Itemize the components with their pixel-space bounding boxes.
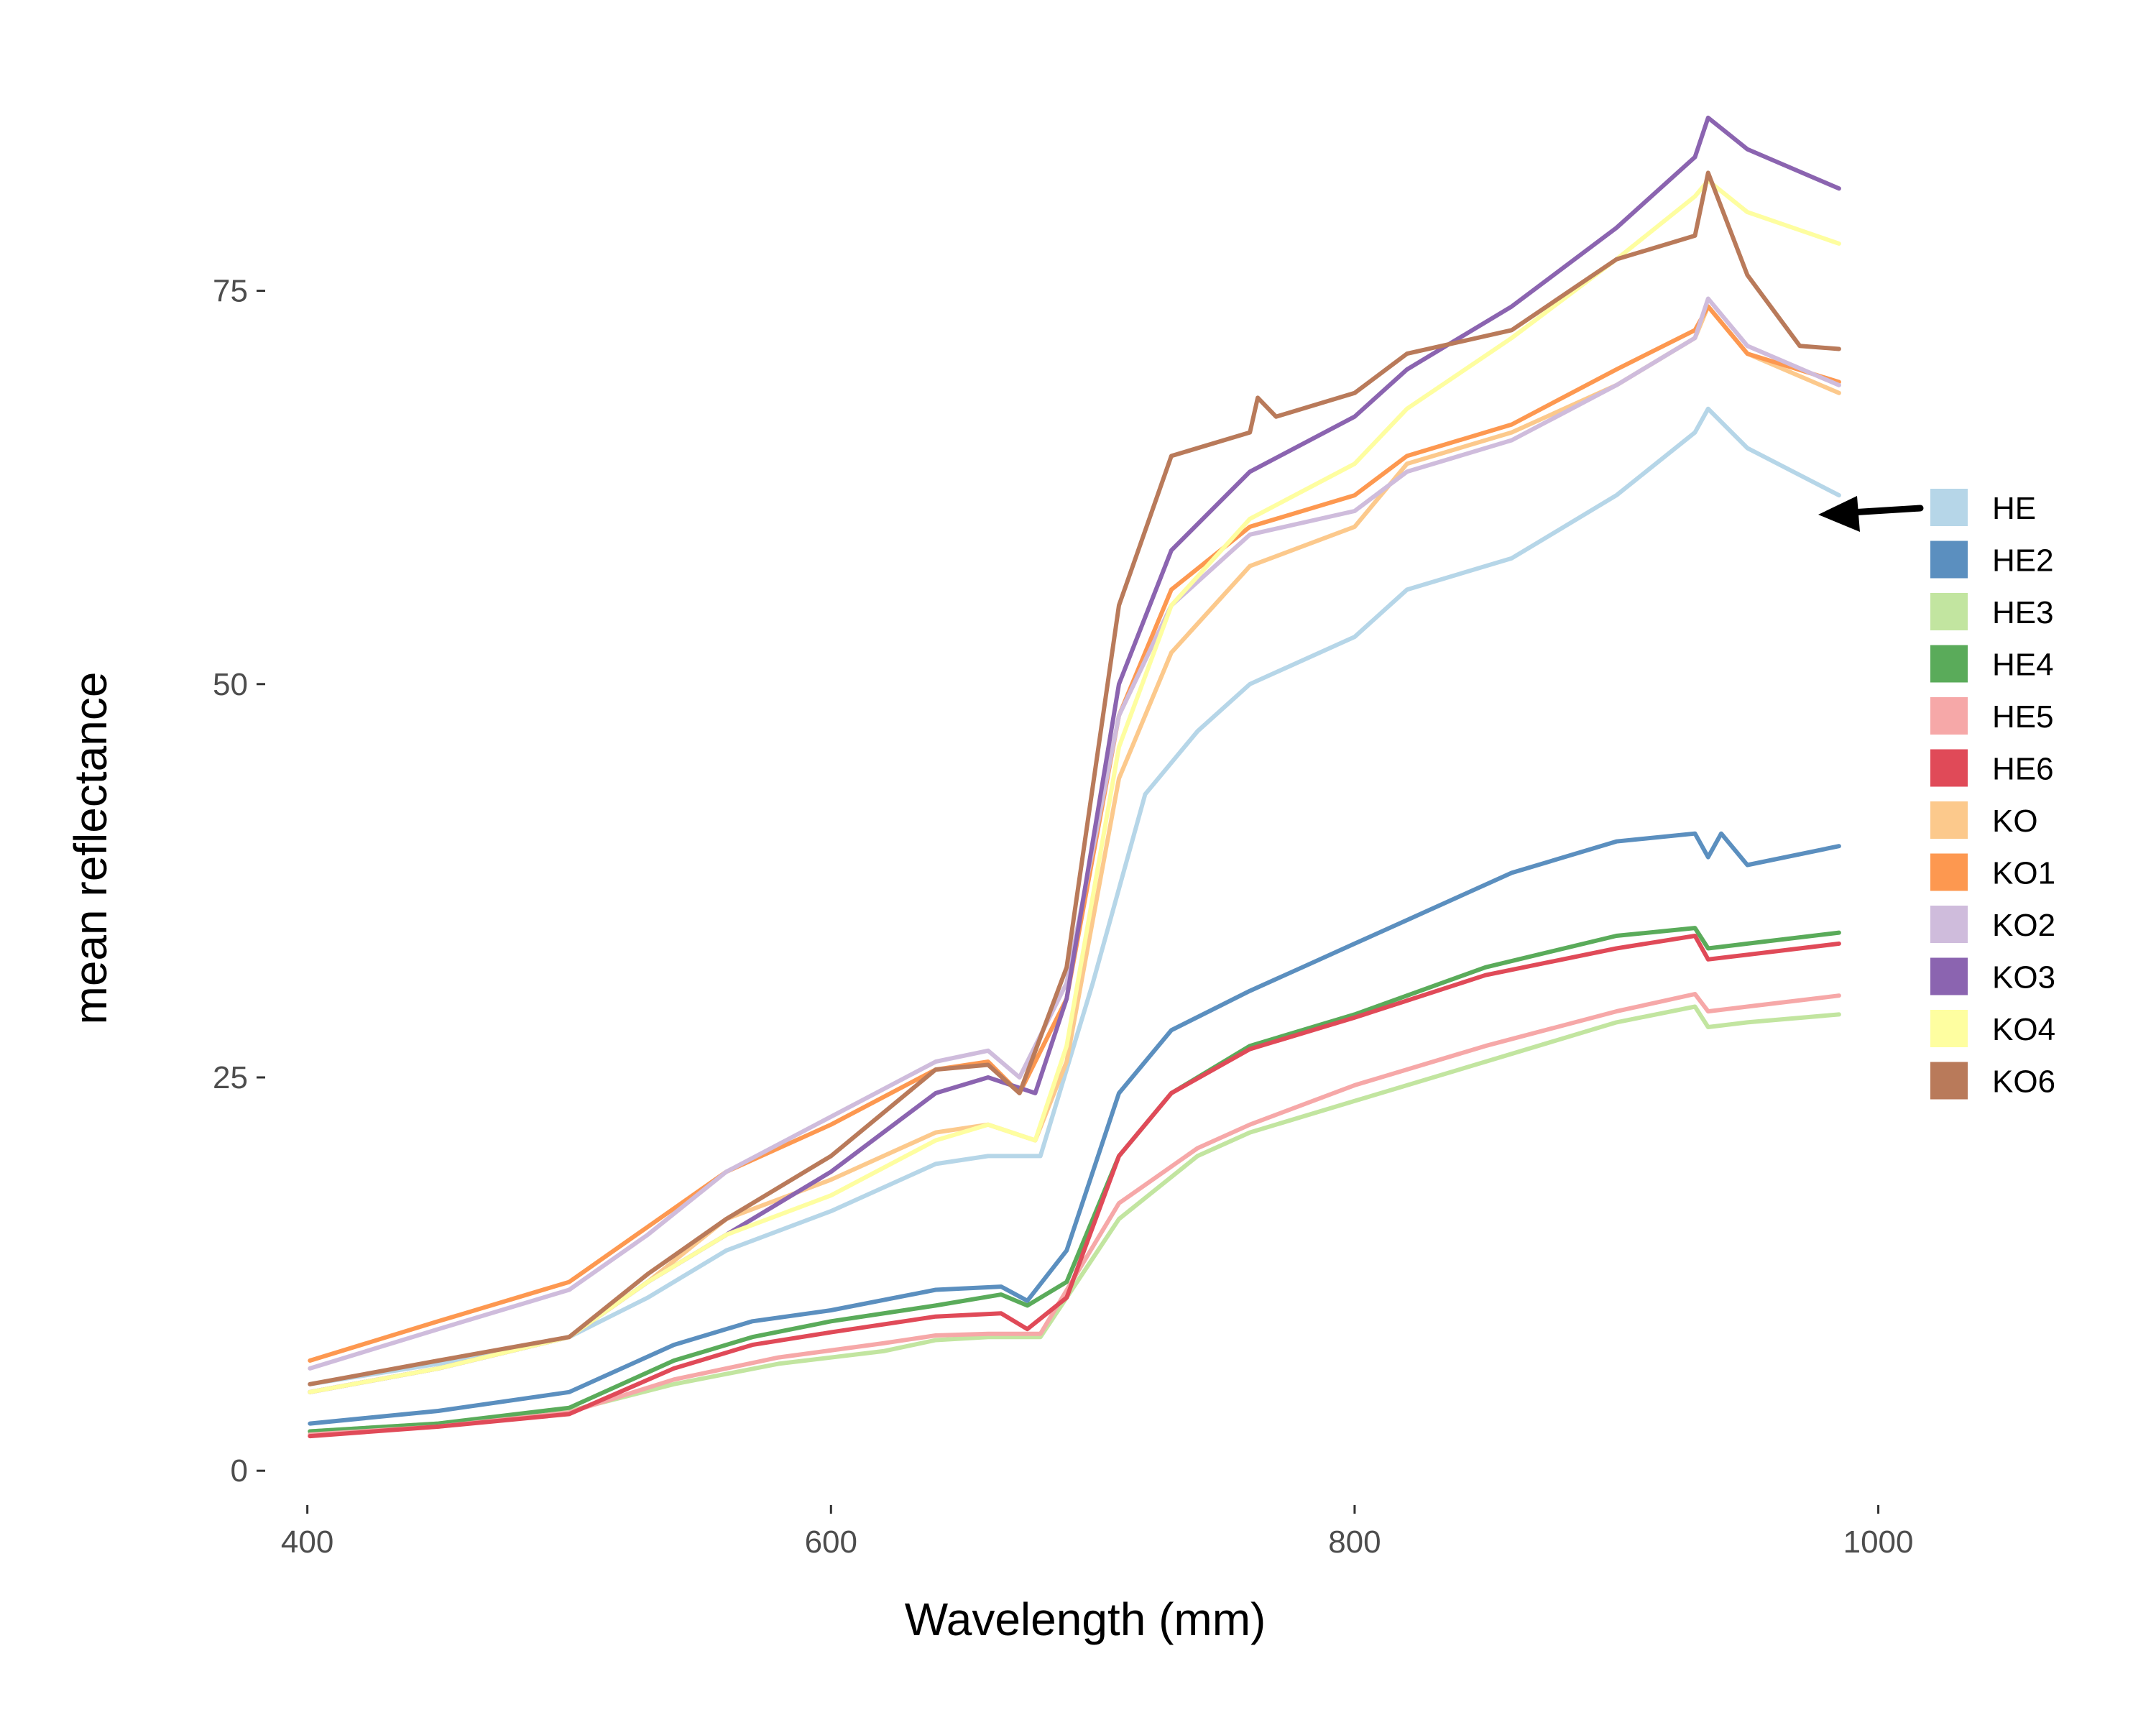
legend-label-ko: KO — [1992, 804, 2038, 839]
legend-swatch-ko6 — [1930, 1062, 1968, 1100]
annotation-arrow — [1818, 496, 1924, 532]
legend-swatch-ko4 — [1930, 1010, 1968, 1047]
x-tick-label: 400 — [281, 1524, 333, 1560]
legend-swatch-ko — [1930, 801, 1968, 839]
legend-label-ko4: KO4 — [1992, 1012, 2055, 1047]
legend-swatch-he — [1930, 489, 1968, 526]
legend-label-ko3: KO3 — [1992, 960, 2055, 995]
series-lines — [308, 115, 1841, 1439]
x-axis-title: Wavelength (mm) — [905, 1593, 1266, 1645]
y-tick-label: 0 — [231, 1453, 248, 1489]
series-line-he4 — [308, 926, 1841, 1434]
legend-label-he: HE — [1992, 491, 2036, 526]
legend-swatch-he3 — [1930, 593, 1968, 630]
legend-swatch-ko2 — [1930, 906, 1968, 943]
legend-label-ko2: KO2 — [1992, 908, 2055, 943]
x-tick-label: 800 — [1328, 1524, 1381, 1560]
series-line-ko6 — [308, 170, 1841, 1386]
y-tick-label: 75 — [213, 274, 248, 309]
series-line-he3 — [308, 1004, 1841, 1434]
x-tick-label: 600 — [805, 1524, 857, 1560]
x-tick-label: 1000 — [1843, 1524, 1914, 1560]
legend: HE HE2 HE3 HE4 HE5 HE6 KO KO1 KO2 KO3 KO4 KO6 — [1930, 489, 2055, 1100]
series-line-he2 — [308, 831, 1841, 1426]
legend-swatch-he6 — [1930, 749, 1968, 787]
legend-swatch-he4 — [1930, 645, 1968, 683]
legend-swatch-he2 — [1930, 540, 1968, 579]
legend-label-he5: HE5 — [1992, 699, 2054, 735]
legend-label-he4: HE4 — [1992, 648, 2054, 683]
x-axis: 400 600 800 1000 — [281, 1505, 1914, 1560]
legend-label-he6: HE6 — [1992, 752, 2054, 787]
legend-label-he3: HE3 — [1992, 595, 2054, 630]
series-line-he — [308, 406, 1841, 1386]
legend-label-ko6: KO6 — [1992, 1064, 2055, 1100]
legend-swatch-he5 — [1930, 697, 1968, 735]
series-line-ko3 — [308, 115, 1841, 1394]
series-line-ko4 — [308, 178, 1841, 1394]
y-axis-title: mean reflectance — [65, 672, 116, 1025]
y-tick-label: 25 — [213, 1060, 248, 1095]
y-tick-label: 50 — [213, 667, 248, 702]
series-line-he5 — [308, 992, 1841, 1437]
legend-label-ko1: KO1 — [1992, 856, 2055, 891]
series-line-ko1 — [308, 304, 1841, 1363]
series-line-ko2 — [308, 296, 1841, 1371]
legend-swatch-ko1 — [1930, 853, 1968, 891]
legend-label-he2: HE2 — [1992, 543, 2054, 579]
y-axis: 0 25 50 75 — [213, 274, 265, 1489]
series-line-he6 — [308, 934, 1841, 1439]
legend-swatch-ko3 — [1930, 957, 1968, 995]
